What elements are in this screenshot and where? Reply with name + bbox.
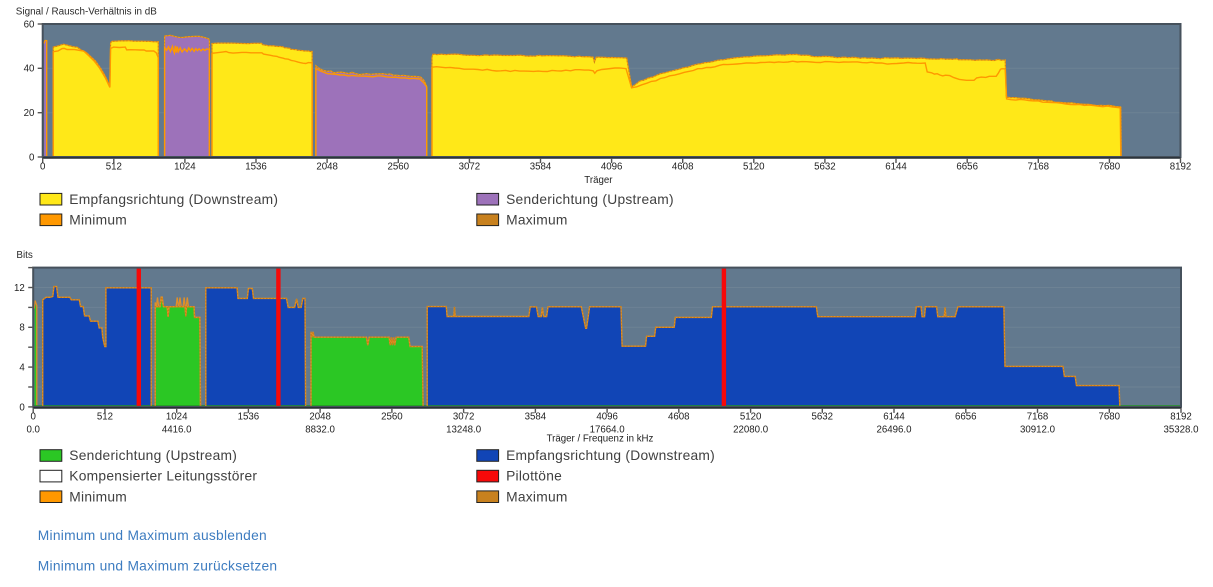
svg-text:6656: 6656 xyxy=(956,162,978,173)
svg-text:Signal / Rausch-Verhältnis in: Signal / Rausch-Verhältnis in dB xyxy=(16,7,157,18)
svg-text:12: 12 xyxy=(14,283,25,294)
svg-text:Senderichtung (Upstream): Senderichtung (Upstream) xyxy=(506,192,674,207)
svg-text:Minimum und Maximum ausblenden: Minimum und Maximum ausblenden xyxy=(38,528,267,543)
svg-text:7168: 7168 xyxy=(1027,412,1049,423)
svg-text:20: 20 xyxy=(24,108,35,119)
svg-text:Maximum: Maximum xyxy=(506,489,568,504)
svg-text:0: 0 xyxy=(40,162,46,173)
svg-text:Minimum und Maximum zurücksetz: Minimum und Maximum zurücksetzen xyxy=(38,559,278,574)
svg-text:5632: 5632 xyxy=(814,162,836,173)
svg-text:4608: 4608 xyxy=(672,162,694,173)
svg-text:5120: 5120 xyxy=(740,412,762,423)
svg-text:5632: 5632 xyxy=(812,412,834,423)
svg-text:1536: 1536 xyxy=(238,412,260,423)
svg-text:512: 512 xyxy=(97,412,113,423)
svg-text:3072: 3072 xyxy=(459,162,481,173)
svg-text:Kompensierter Leitungsstörer: Kompensierter Leitungsstörer xyxy=(69,469,257,484)
svg-text:1536: 1536 xyxy=(245,162,267,173)
svg-text:Minimum: Minimum xyxy=(69,489,127,504)
svg-text:4: 4 xyxy=(19,363,25,374)
svg-text:1024: 1024 xyxy=(174,162,196,173)
svg-text:1024: 1024 xyxy=(166,412,188,423)
svg-text:Senderichtung (Upstream): Senderichtung (Upstream) xyxy=(69,448,237,463)
svg-text:Empfangsrichtung (Downstream): Empfangsrichtung (Downstream) xyxy=(69,192,278,207)
svg-text:17664.0: 17664.0 xyxy=(590,424,626,435)
svg-text:8: 8 xyxy=(19,323,24,334)
svg-text:2048: 2048 xyxy=(316,162,338,173)
svg-text:30912.0: 30912.0 xyxy=(1020,424,1056,435)
svg-text:Träger / Frequenz in kHz: Träger / Frequenz in kHz xyxy=(547,434,654,445)
svg-text:0: 0 xyxy=(19,402,25,413)
svg-text:0: 0 xyxy=(31,412,37,423)
svg-text:3072: 3072 xyxy=(453,412,475,423)
svg-text:4608: 4608 xyxy=(668,412,690,423)
svg-text:2560: 2560 xyxy=(388,162,410,173)
svg-text:35328.0: 35328.0 xyxy=(1163,424,1199,435)
svg-text:2048: 2048 xyxy=(309,412,331,423)
svg-text:3584: 3584 xyxy=(525,412,547,423)
svg-text:4416.0: 4416.0 xyxy=(162,424,192,435)
svg-text:Bits: Bits xyxy=(16,250,33,261)
svg-text:2560: 2560 xyxy=(381,412,403,423)
svg-text:6656: 6656 xyxy=(955,412,977,423)
svg-text:0.0: 0.0 xyxy=(26,424,40,435)
svg-text:Träger: Träger xyxy=(584,175,613,186)
svg-text:8192: 8192 xyxy=(1170,412,1192,423)
svg-text:40: 40 xyxy=(24,64,35,75)
svg-text:5120: 5120 xyxy=(743,162,765,173)
svg-text:6144: 6144 xyxy=(883,412,905,423)
svg-text:3584: 3584 xyxy=(530,162,552,173)
svg-text:4096: 4096 xyxy=(596,412,618,423)
svg-text:8832.0: 8832.0 xyxy=(305,424,335,435)
svg-text:26496.0: 26496.0 xyxy=(876,424,912,435)
svg-text:Pilottöne: Pilottöne xyxy=(506,469,562,484)
svg-text:8192: 8192 xyxy=(1170,162,1192,173)
svg-text:7680: 7680 xyxy=(1099,412,1121,423)
svg-text:Minimum: Minimum xyxy=(69,212,127,227)
svg-text:6144: 6144 xyxy=(885,162,907,173)
svg-text:Maximum: Maximum xyxy=(506,212,568,227)
svg-text:7168: 7168 xyxy=(1028,162,1050,173)
svg-text:22080.0: 22080.0 xyxy=(733,424,769,435)
svg-text:7680: 7680 xyxy=(1099,162,1121,173)
svg-text:4096: 4096 xyxy=(601,162,623,173)
svg-text:0: 0 xyxy=(29,152,35,163)
svg-text:512: 512 xyxy=(106,162,122,173)
svg-text:Empfangsrichtung (Downstream): Empfangsrichtung (Downstream) xyxy=(506,448,715,463)
svg-text:60: 60 xyxy=(24,19,35,30)
svg-text:13248.0: 13248.0 xyxy=(446,424,482,435)
